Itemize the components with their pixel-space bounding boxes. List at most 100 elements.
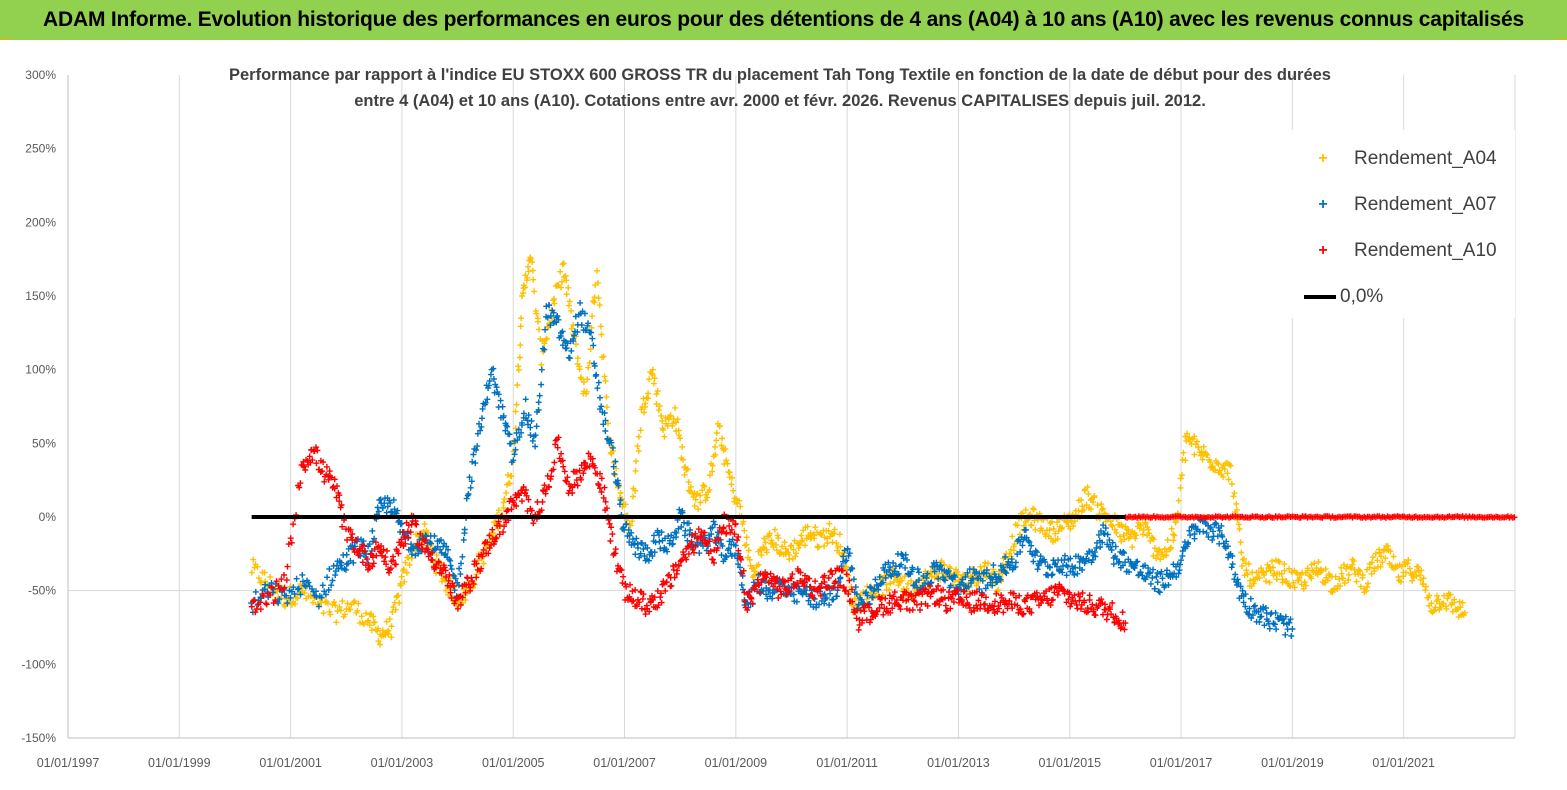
data-point: [522, 396, 529, 403]
data-point: [678, 524, 685, 530]
data-point: [1113, 529, 1120, 536]
data-point: [713, 540, 720, 546]
data-point: [584, 376, 591, 383]
data-point: [684, 466, 691, 473]
data-point: [313, 444, 319, 451]
data-point: [371, 535, 378, 542]
data-point: [488, 541, 495, 548]
data-point: [769, 595, 776, 602]
data-point: [1239, 587, 1246, 594]
data-point: [504, 423, 511, 430]
data-point: [707, 548, 714, 555]
data-point: [917, 607, 923, 613]
data-point: [328, 582, 335, 589]
data-point: [692, 496, 699, 503]
data-point: [383, 509, 390, 516]
data-point: [1059, 524, 1065, 531]
data-point: [1301, 579, 1308, 585]
data-point: [1071, 571, 1078, 578]
data-point: [880, 611, 887, 618]
data-point: [1077, 593, 1083, 600]
data-point: [250, 598, 257, 605]
data-point: [1225, 554, 1232, 561]
data-point: [1111, 526, 1118, 533]
data-point: [617, 490, 624, 496]
data-point: [392, 561, 399, 568]
data-point: [485, 550, 492, 557]
data-point: [1094, 502, 1101, 509]
data-point: [699, 487, 706, 494]
data-point: [301, 463, 308, 470]
data-point: [387, 565, 394, 572]
data-point: [1118, 623, 1125, 630]
data-point: [658, 529, 665, 536]
data-point: [1239, 563, 1246, 570]
data-point: [1345, 577, 1352, 583]
data-point: [1357, 568, 1363, 575]
data-point: [628, 529, 635, 536]
data-point: [716, 423, 723, 430]
data-point: [1276, 559, 1283, 566]
data-point: [337, 607, 344, 614]
data-point: [731, 552, 738, 559]
data-point: [344, 600, 351, 607]
data-point: [396, 599, 403, 606]
data-point: [533, 310, 540, 317]
data-point: [460, 536, 467, 543]
data-point: [248, 603, 255, 610]
data-point: [602, 417, 609, 424]
data-point: [292, 600, 298, 607]
data-point: [706, 538, 713, 545]
data-point: [489, 526, 496, 533]
data-point: [361, 542, 367, 549]
data-point: [887, 564, 893, 570]
data-point: [1234, 576, 1241, 583]
data-point: [1142, 520, 1149, 527]
data-point: [1219, 533, 1226, 540]
data-point: [473, 447, 480, 453]
data-point: [1043, 588, 1050, 595]
data-point: [390, 496, 397, 503]
data-point: [634, 443, 641, 450]
data-point: [508, 506, 515, 513]
data-point: [735, 533, 742, 540]
data-point: [333, 619, 340, 626]
data-point: [258, 579, 265, 586]
data-point: [1157, 556, 1164, 563]
data-point: [431, 533, 438, 539]
data-point: [738, 556, 744, 563]
data-point: [853, 591, 860, 598]
legend-label-a10: Rendement_A10: [1354, 240, 1497, 261]
data-point: [790, 546, 797, 553]
data-point: [1378, 553, 1384, 560]
data-point: [529, 259, 536, 266]
data-point: [635, 433, 642, 440]
data-point: [990, 562, 997, 569]
data-point: [1250, 603, 1257, 610]
data-point: [497, 397, 504, 404]
data-point: [273, 578, 280, 585]
data-point: [1047, 564, 1053, 571]
data-point: [518, 429, 525, 436]
data-point: [632, 487, 639, 494]
data-point: [821, 600, 828, 607]
data-point: [1065, 596, 1072, 603]
data-point: [470, 451, 477, 458]
data-point: [1247, 595, 1254, 602]
data-point: [405, 535, 411, 541]
data-point: [711, 559, 717, 566]
data-point: [525, 421, 531, 428]
chart-title: Performance par rapport à l'indice EU ST…: [150, 62, 1410, 114]
data-point: [386, 569, 392, 576]
data-point: [1006, 598, 1013, 604]
data-point: [1050, 525, 1057, 532]
data-point: [1016, 592, 1023, 599]
x-tick-label: 01/01/2019: [1261, 756, 1324, 770]
data-point: [935, 583, 942, 589]
data-point: [723, 554, 730, 560]
series-0: [248, 254, 1468, 648]
data-point: [578, 375, 585, 382]
data-point: [363, 610, 369, 617]
data-point: [830, 596, 837, 603]
data-point: [897, 606, 904, 613]
